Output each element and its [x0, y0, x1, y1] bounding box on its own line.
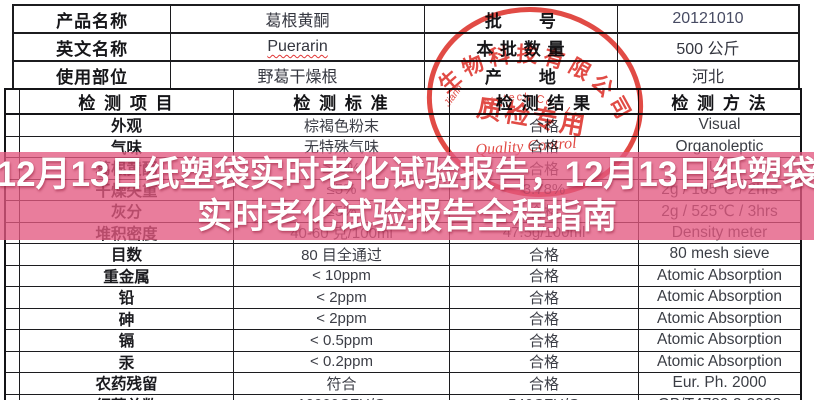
origin-label: 产 地	[425, 62, 618, 88]
sliver-cell	[6, 394, 20, 400]
test-standard-cell: 符合	[234, 373, 450, 394]
test-standard-cell: < 0.2ppm	[234, 351, 450, 372]
info-row: 英文名称 Puerarin 本 批 数 量 500 公斤	[14, 34, 798, 62]
test-result-cell: 合格	[450, 330, 639, 351]
sliver-cell	[6, 373, 20, 394]
test-result-cell: 合格	[450, 265, 639, 286]
batch-quantity-value: 500 公斤	[676, 41, 740, 58]
test-standard-cell: 棕褐色粉末	[234, 115, 450, 136]
headline-banner-overlay: 12月13日纸塑袋实时老化试验报告，12月13日纸塑袋 实时老化试验报告全程指南	[0, 152, 814, 240]
headline-line-2: 实时老化试验报告全程指南	[196, 197, 617, 236]
test-result-cell: 合格	[450, 287, 639, 308]
test-method-cell: Organoleptic	[675, 137, 764, 155]
sliver-cell	[6, 287, 20, 308]
header-test-standard: 检 测 标 准	[234, 90, 450, 113]
test-standard-cell: < 10ppm	[234, 265, 450, 286]
product-info-table: 产品名称 葛根黄酮 批 号 20121010 英文名称 Puerarin 本 批…	[12, 4, 800, 90]
test-item-cell: 汞	[20, 351, 234, 372]
header-test-method: 检 测 方 法	[671, 94, 768, 113]
sliver-cell	[6, 265, 20, 286]
sliver-cell	[6, 351, 20, 372]
test-row-pesticide-residue: 农药残留 符合 合格 Eur. Ph. 2000	[6, 373, 800, 395]
test-result-cell: 合格	[450, 373, 639, 394]
test-item-cell: 铅	[20, 287, 234, 308]
sliver-cell	[6, 136, 20, 157]
test-method-cell: Atomic Absorption	[657, 309, 782, 327]
test-item-cell: 砷	[20, 308, 234, 329]
test-method-cell: GB/T4789.2-2008	[639, 395, 800, 400]
test-method-cell: Atomic Absorption	[657, 266, 782, 284]
test-method-cell: 80 mesh sieve	[669, 245, 770, 263]
origin-value: 河北	[691, 69, 724, 86]
test-row-mesh: 目数 80 目全通过 合格 80 mesh sieve	[6, 244, 800, 266]
test-row-cadmium: 镉 < 0.5ppm 合格 Atomic Absorption	[6, 330, 800, 352]
product-name-value: 葛根黄酮	[171, 6, 425, 32]
test-standard-cell: < 0.5ppm	[234, 330, 450, 351]
test-result-cell: 合格	[450, 351, 639, 372]
test-method-cell: Eur. Ph. 2000	[672, 374, 767, 392]
used-part-value: 野葛干燥根	[171, 62, 425, 88]
test-row-lead: 铅 < 2ppm 合格 Atomic Absorption	[6, 287, 800, 309]
info-row: 产品名称 葛根黄酮 批 号 20121010	[14, 6, 798, 34]
english-name-label: 英文名称	[14, 34, 172, 60]
product-name-label: 产品名称	[14, 6, 172, 32]
sliver-cell	[6, 330, 20, 351]
sliver-cell	[6, 244, 20, 265]
test-standard-cell: 10000CFU/G	[234, 394, 450, 400]
used-part-label: 使用部位	[14, 62, 172, 88]
test-method-cell: Atomic Absorption	[657, 331, 782, 349]
test-row-appearance: 外观 棕褐色粉末 合格 Visual	[6, 115, 800, 137]
batch-no-value: 20121010	[672, 10, 744, 27]
test-method-cell: Atomic Absorption	[657, 352, 782, 370]
header-test-item: 检 测 项 目	[20, 90, 234, 113]
english-name-value: Puerarin	[171, 34, 425, 60]
batch-no-label: 批 号	[425, 6, 618, 32]
test-table-header-row: 检 测 项 目 检 测 标 准 检 测 结 果 检 测 方 法	[6, 90, 800, 115]
test-item-cell: 细菌总数	[20, 394, 234, 400]
test-method-cell: Atomic Absorption	[657, 288, 782, 306]
sliver-cell	[6, 308, 20, 329]
test-standard-cell: < 2ppm	[234, 287, 450, 308]
sliver-cell	[6, 115, 20, 136]
test-standard-cell: < 2ppm	[234, 308, 450, 329]
test-item-cell: 外观	[20, 115, 234, 136]
test-row-total-plate-count: 细菌总数 10000CFU/G 540CFU/G GB/T4789.2-2008	[6, 394, 800, 400]
test-row-mercury: 汞 < 0.2ppm 合格 Atomic Absorption	[6, 351, 800, 373]
test-method-cell: Visual	[698, 116, 741, 134]
test-result-cell: 合格	[450, 244, 639, 265]
test-item-cell: 目数	[20, 244, 234, 265]
test-item-cell: 农药残留	[20, 373, 234, 394]
headline-line-1: 12月13日纸塑袋实时老化试验报告，12月13日纸塑袋	[0, 155, 814, 194]
test-result-cell: 540CFU/G	[450, 394, 639, 400]
test-result-cell: 合格	[450, 308, 639, 329]
test-item-cell: 镉	[20, 330, 234, 351]
info-row: 使用部位 野葛干燥根 产 地 河北	[14, 62, 798, 90]
test-row-arsenic: 砷 < 2ppm 合格 Atomic Absorption	[6, 308, 800, 330]
sliver-cell	[6, 90, 20, 113]
test-results-table: 检 测 项 目 检 测 标 准 检 测 结 果 检 测 方 法 外观 棕褐色粉末…	[4, 88, 802, 400]
test-item-cell: 重金属	[20, 265, 234, 286]
test-standard-cell: 80 目全通过	[234, 244, 450, 265]
test-row-heavy-metals: 重金属 < 10ppm 合格 Atomic Absorption	[6, 265, 800, 287]
